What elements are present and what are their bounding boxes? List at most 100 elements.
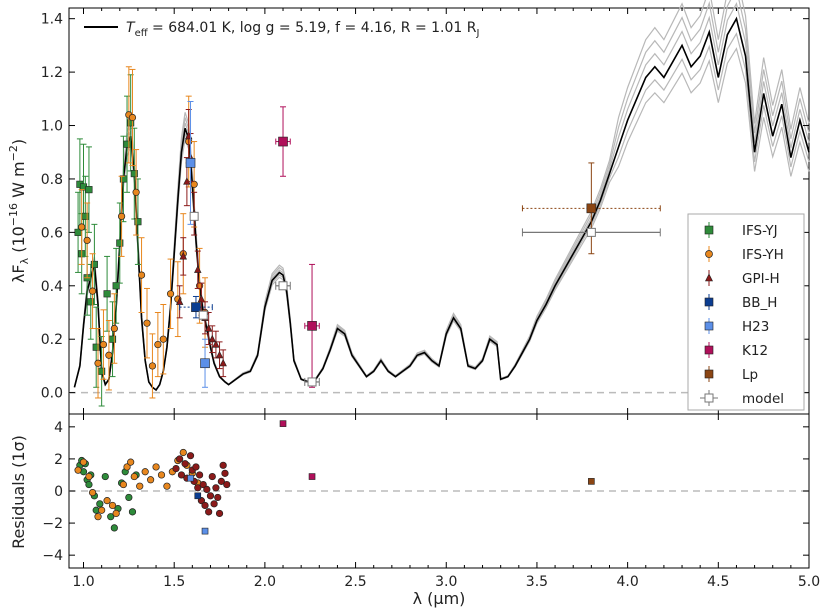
data-point-ifs-yh-22 [88, 253, 97, 330]
x-axis-label: λ (µm) [413, 589, 466, 608]
residual-point-h23-72 [201, 527, 209, 535]
x-tick-label: 5.0 [798, 574, 820, 590]
legend-item-ifs-yh: IFS-YH [705, 246, 784, 263]
residual-point-ifs-yh-34 [147, 476, 155, 484]
marker [103, 290, 111, 298]
marker [83, 236, 91, 244]
marker [159, 335, 167, 343]
legend-item-bb_h: BB_H [704, 294, 777, 311]
residual-point-gpi-h-63 [212, 484, 220, 492]
legend-marker [704, 225, 714, 235]
data-point-k12-61 [304, 263, 320, 388]
annotation-text: Teff = 684.01 K, log g = 5.19, f = 4.16,… [126, 20, 479, 39]
data-point-gpi-h-49 [194, 250, 202, 289]
model-photometry-point-2 [275, 281, 291, 291]
data-point-lp-62 [521, 162, 661, 255]
data-point-ifs-yh-25 [105, 320, 113, 391]
residual-point-lp-75 [588, 478, 595, 485]
residual-point-ifs-yh-20 [79, 458, 88, 466]
marker [204, 324, 213, 332]
residual-point-gpi-h-57 [201, 501, 209, 510]
legend-label: IFS-YJ [742, 223, 778, 239]
model-photometry-point-1 [198, 310, 208, 320]
x-tick-label: 2.0 [254, 574, 276, 590]
legend: IFS-YJ IFS-YH GPI-H BB_H H23 K12 Lp model [687, 213, 805, 411]
residuals-panel: 1.0 1.5 2.0 2.5 3.0 3.5 4.0 4.5 5.0 −4 −2 0 2 4 Resid… [9, 413, 820, 590]
residual-point-gpi-h-52 [192, 463, 200, 471]
best-fit-model-curve [73, 16, 810, 392]
residual-point-gpi-h-54 [195, 471, 204, 479]
model-marker [278, 281, 288, 291]
marker [179, 251, 188, 260]
legend-item-ifs-yj: IFS-YJ [704, 222, 778, 239]
marker [110, 324, 118, 333]
residual-point-gpi-h-60 [206, 492, 215, 500]
data-point-ifs-yh-36 [166, 258, 175, 330]
data-point-ifs-yh-27 [117, 175, 126, 257]
legend-marker [705, 250, 713, 258]
legend-marker [704, 393, 714, 403]
legend-item-k12: K12 [704, 342, 768, 359]
residual-point-gpi-h-45 [176, 455, 184, 463]
model-marker [189, 211, 199, 221]
residual-point-ifs-yh-37 [163, 482, 171, 490]
marker [278, 136, 288, 147]
residual-point-gpi-h-58 [203, 485, 211, 493]
data-point-ifs-yh-21 [83, 202, 91, 279]
residual-point-gpi-h-59 [205, 508, 213, 516]
residual-point-gpi-h-47 [181, 460, 189, 468]
data-point-ifs-yh-35 [159, 303, 167, 375]
legend-marker [704, 297, 714, 307]
marker [117, 212, 126, 220]
marker [94, 359, 102, 367]
data-point-gpi-h-56 [219, 349, 227, 378]
residual-point-ifs-yh-21 [85, 472, 93, 481]
marker [148, 362, 157, 370]
y-tick-label: 0.2 [41, 332, 63, 348]
residual-point-gpi-h-49 [186, 452, 195, 460]
residual-point-gpi-h-66 [217, 477, 225, 485]
y-tick-label: 0.6 [41, 225, 63, 241]
marker [116, 239, 124, 247]
legend-label: Lp [742, 367, 758, 383]
legend-label: IFS-YH [742, 247, 784, 263]
residual-point-gpi-h-67 [219, 461, 227, 469]
data-point-ifs-yh-30 [132, 149, 140, 236]
legend-item-h23: H23 [704, 318, 769, 335]
data-point-ifs-yj-9 [92, 306, 100, 388]
residuals-axis-label: Residuals (1σ) [9, 435, 28, 549]
marker [112, 282, 120, 290]
x-tick-label: 3.0 [435, 574, 457, 590]
residual-point-gpi-h-53 [194, 484, 202, 492]
spectrum-panel: 0.0 0.2 0.4 0.6 0.8 1.0 1.2 1.4 Teff = 684.01 K… [7, 0, 810, 415]
x-tick-label: 3.5 [526, 574, 548, 590]
residual-point-gpi-h-69 [223, 480, 231, 489]
data-point-ifs-yh-32 [143, 287, 151, 359]
residual-point-ifs-yh-32 [136, 482, 144, 490]
data-point-ifs-yh-28 [125, 66, 133, 164]
data-point-ifs-yh-23 [94, 328, 102, 399]
marker [132, 188, 140, 196]
residual-point-gpi-h-62 [210, 500, 218, 508]
marker [208, 334, 217, 343]
legend-marker [704, 345, 714, 355]
marker [191, 302, 201, 312]
fit-parameters-annotation: Teff = 684.01 K, log g = 5.19, f = 4.16,… [84, 20, 479, 39]
residual-point-ifs-yh-40 [179, 448, 187, 457]
model-marker [586, 227, 596, 237]
marker [90, 260, 98, 268]
y-tick-label: 0.8 [41, 172, 63, 188]
residual-point-ifs-yh-27 [112, 509, 120, 518]
model-marker [307, 377, 317, 387]
x-tick-label: 1.5 [163, 574, 185, 590]
residual-point-k12-74 [308, 473, 316, 480]
residual-point-ifs-yh-26 [108, 501, 117, 510]
y-tick-label: 1.0 [41, 119, 63, 135]
data-point-ifs-yh-24 [99, 309, 108, 380]
legend-marker [704, 369, 714, 379]
marker [85, 186, 93, 194]
model-marker [198, 310, 208, 320]
residual-point-ifs-yj-16 [125, 493, 133, 502]
residual-point-gpi-h-56 [199, 480, 207, 489]
